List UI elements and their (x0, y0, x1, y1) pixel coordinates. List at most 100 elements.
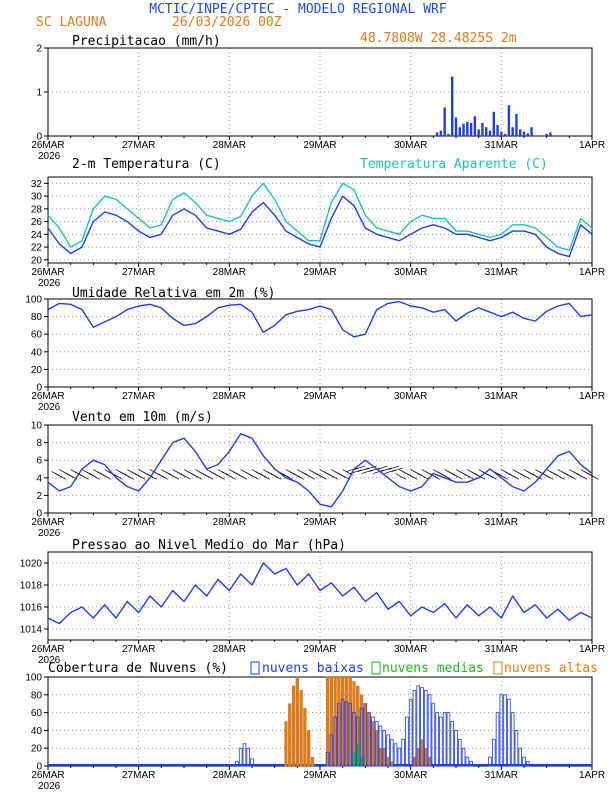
precip-bar (435, 132, 439, 136)
precip-bar (507, 105, 511, 136)
precip-bar (515, 114, 518, 136)
coordinates: 48.7808W 28.4825S 2m (360, 31, 517, 46)
precip-bar (545, 133, 548, 136)
cloud-high-bar (288, 703, 292, 767)
rh-ytick-label: 80 (31, 312, 43, 323)
cloud-high-bar (341, 676, 345, 767)
cloud-high-bar (382, 748, 386, 767)
temp-xtick-label: 26MAR (31, 267, 64, 278)
wind-arrow (452, 473, 463, 480)
cloud-low-bar (431, 703, 436, 767)
precip-bar (500, 131, 503, 136)
clouds-year-label: 2026 (38, 781, 61, 792)
cloud-low-bar (488, 756, 492, 767)
clouds-panel: 0 20 40 60 80 100 26MAR 27MAR 28MAR 29MAR 30MAR 31M… (25, 673, 605, 792)
wind-arrow (565, 473, 576, 480)
temp-line (47, 195, 593, 258)
wind-arrow (293, 473, 304, 480)
wind-arrow (180, 473, 191, 480)
wind-arrow (338, 473, 350, 480)
rh-title: Umidade Relativa em 2m (%) (72, 286, 276, 301)
temp-title: 2-m Temperatura (C) (72, 157, 221, 172)
chart-title: MCTIC/INPE/CPTEC - MODELO REGIONAL WRF (149, 2, 447, 17)
cloud-low-bar (340, 698, 345, 767)
cloud-mid-bar (352, 752, 356, 766)
cloud-low-bar (367, 712, 371, 767)
precip-xtick-label: 27MAR (122, 140, 155, 151)
legend-low-label: nuvens baixas (262, 661, 364, 676)
cloud-low-bar (435, 712, 439, 767)
precip-bar (530, 127, 533, 136)
location-label: SC LAGUNA (36, 15, 107, 30)
wind-arrow (282, 473, 293, 480)
legend-high-label: nuvens altas (504, 661, 598, 676)
precip-xtick-label: 31MAR (485, 140, 518, 151)
cloud-high-bar (329, 676, 333, 767)
wind-arrow (100, 473, 112, 480)
rh-panel: 0 20 40 60 80 100 26MAR 27MAR 28MAR 29MAR 30MAR 31M… (25, 295, 605, 414)
cloud-high-bar (348, 676, 352, 767)
precip-ytick-label: 0 (36, 132, 42, 143)
precip-bar (519, 129, 522, 136)
cloud-mid-bar (360, 757, 363, 766)
pres-xtick-label: 27MAR (122, 644, 155, 655)
rh-xtick-label: 31MAR (485, 391, 518, 402)
wind-arrow (520, 473, 531, 480)
cloud-low-bar (465, 756, 470, 767)
temp-ytick-label: 22 (31, 243, 43, 254)
cloud-high-bar (333, 676, 337, 767)
wind-ytick-label: 2 (36, 491, 42, 502)
precip-panel: 0 1 2 26MAR 27MAR 28MAR 29MAR 30MAR 31MAR 1APR 202… (31, 44, 605, 163)
cloud-high-bar (363, 703, 367, 767)
cloud-high-bar (337, 676, 341, 767)
cloud-low-bar (457, 738, 462, 767)
wind-arrow (576, 473, 588, 480)
precip-xtick-label: 1APR (579, 140, 605, 151)
cloud-high-bar (310, 756, 315, 767)
wind-arrow (123, 473, 134, 480)
wind-arrow (270, 473, 282, 480)
clouds-xtick-label: 29MAR (303, 770, 336, 781)
rh-xtick-label: 1APR (579, 391, 605, 402)
rh-ytick-label: 100 (25, 295, 42, 306)
precip-bar (496, 125, 499, 136)
wind-ytick-label: 0 (36, 509, 42, 520)
pres-xtick-label: 30MAR (394, 644, 427, 655)
precip-bar (481, 122, 484, 136)
wind-arrow (395, 473, 406, 480)
cloud-low-bar (454, 730, 458, 767)
cloud-mid-bar (356, 743, 360, 766)
cloud-low-bar (416, 685, 421, 767)
cloud-low-bar (371, 716, 375, 767)
temp-xtick-label: 29MAR (303, 267, 336, 278)
wind-xtick-label: 28MAR (213, 517, 246, 528)
precip-bar (451, 76, 454, 136)
cloud-low-bar (469, 761, 473, 767)
temp-ytick-label: 20 (31, 255, 43, 266)
cloud-low-bar (382, 730, 387, 767)
cloud-high-bar (299, 690, 303, 767)
wind-arrow (384, 469, 396, 474)
wind-arrow (372, 469, 385, 474)
wind-arrow (380, 467, 392, 472)
pres-ytick-label: 1020 (20, 559, 43, 570)
cloud-low-bar (344, 701, 349, 767)
pressure-title: Pressao ao Nivel Medio do Mar (hPa) (72, 538, 346, 553)
clouds-ytick-label: 0 (36, 762, 42, 773)
precip-bar (443, 107, 446, 136)
clouds-ytick-label: 100 (25, 673, 42, 684)
precip-bar (511, 127, 514, 136)
cloud-low-bar (238, 747, 243, 767)
wind-arrow (406, 473, 418, 480)
wind-arrow (508, 473, 520, 480)
wind-xtick-label: 31MAR (485, 517, 518, 528)
temp-ytick-label: 24 (31, 230, 43, 241)
cloud-high-bar (295, 676, 299, 767)
precip-bar (526, 133, 529, 136)
wind-xtick-label: 30MAR (394, 517, 427, 528)
clouds-xtick-label: 27MAR (122, 770, 155, 781)
wind-panel: 0 2 4 6 8 10 26MAR 27MAR 28MAR 29MAR 30MAR 31MAR 1AP… (31, 421, 605, 540)
cloud-low-bar (325, 752, 330, 767)
wind-arrow (168, 473, 180, 480)
